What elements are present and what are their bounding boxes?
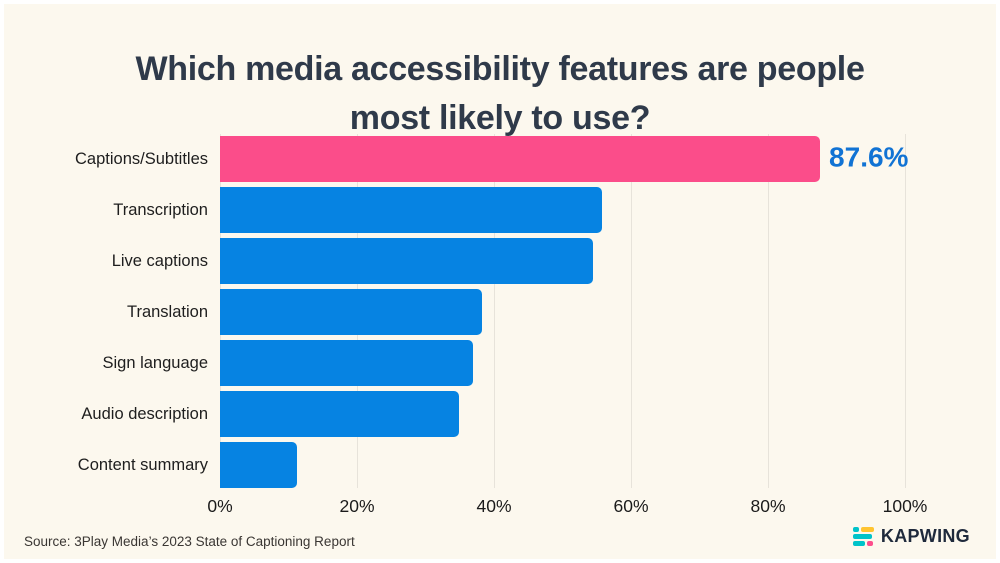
bar-6	[220, 442, 297, 488]
bar-0	[220, 136, 821, 182]
x-tick-label-0: 0%	[207, 496, 233, 516]
bar-row-1: Transcription	[113, 187, 905, 233]
x-tick-label-60: 60%	[613, 496, 649, 516]
bar-row-3: Translation	[127, 289, 905, 335]
logo-bar-teal-3	[852, 541, 865, 546]
bar-row-0: Captions/Subtitles 87.6%	[75, 136, 909, 182]
bar-row-6: Content summary	[78, 442, 905, 488]
category-label-2: Live captions	[111, 251, 208, 270]
category-label-1: Transcription	[113, 200, 208, 219]
kapwing-logo-text: KAPWING	[880, 526, 970, 546]
x-tick-label-40: 40%	[476, 496, 512, 516]
bar-3	[220, 289, 482, 335]
logo-bar-pink	[866, 541, 873, 546]
gridline-60	[631, 134, 632, 488]
category-label-5: Audio description	[81, 404, 208, 423]
gridline-40	[494, 134, 495, 488]
kapwing-logo-icon	[852, 527, 874, 546]
chart-title-line2: most likely to use?	[349, 98, 651, 137]
source-note: Source: 3Play Media’s 2023 State of Capt…	[24, 534, 355, 549]
kapwing-logo: KAPWING	[852, 526, 970, 547]
bar-row-4: Sign language	[102, 340, 905, 386]
bar-chart-plot-area: Captions/Subtitles 87.6% Transcription Live…	[75, 134, 927, 516]
category-label-4: Sign language	[102, 353, 208, 372]
logo-bar-teal-1	[852, 527, 859, 532]
category-label-3: Translation	[126, 302, 208, 321]
x-tick-label-80: 80%	[750, 496, 786, 516]
chart-title: Which media accessibility features are p…	[4, 45, 996, 143]
category-label-0: Captions/Subtitles	[75, 149, 208, 168]
bar-row-5: Audio description	[81, 391, 905, 437]
bar-2	[220, 238, 594, 284]
x-tick-label-100: 100%	[882, 496, 928, 516]
bar-1	[220, 187, 603, 233]
category-label-6: Content summary	[77, 455, 208, 474]
bar-5	[220, 391, 460, 437]
bar-4	[220, 340, 473, 386]
value-label-0: 87.6%	[829, 141, 909, 173]
infographic-canvas: Which media accessibility features are p…	[4, 4, 996, 559]
gridline-100	[905, 134, 906, 488]
chart-title-line1: Which media accessibility features are p…	[135, 49, 865, 88]
gridline-80	[768, 134, 769, 488]
x-tick-label-20: 20%	[339, 496, 375, 516]
bar-row-2: Live captions	[112, 238, 905, 284]
logo-bar-teal-2	[852, 534, 872, 539]
logo-bar-yellow	[860, 527, 874, 532]
